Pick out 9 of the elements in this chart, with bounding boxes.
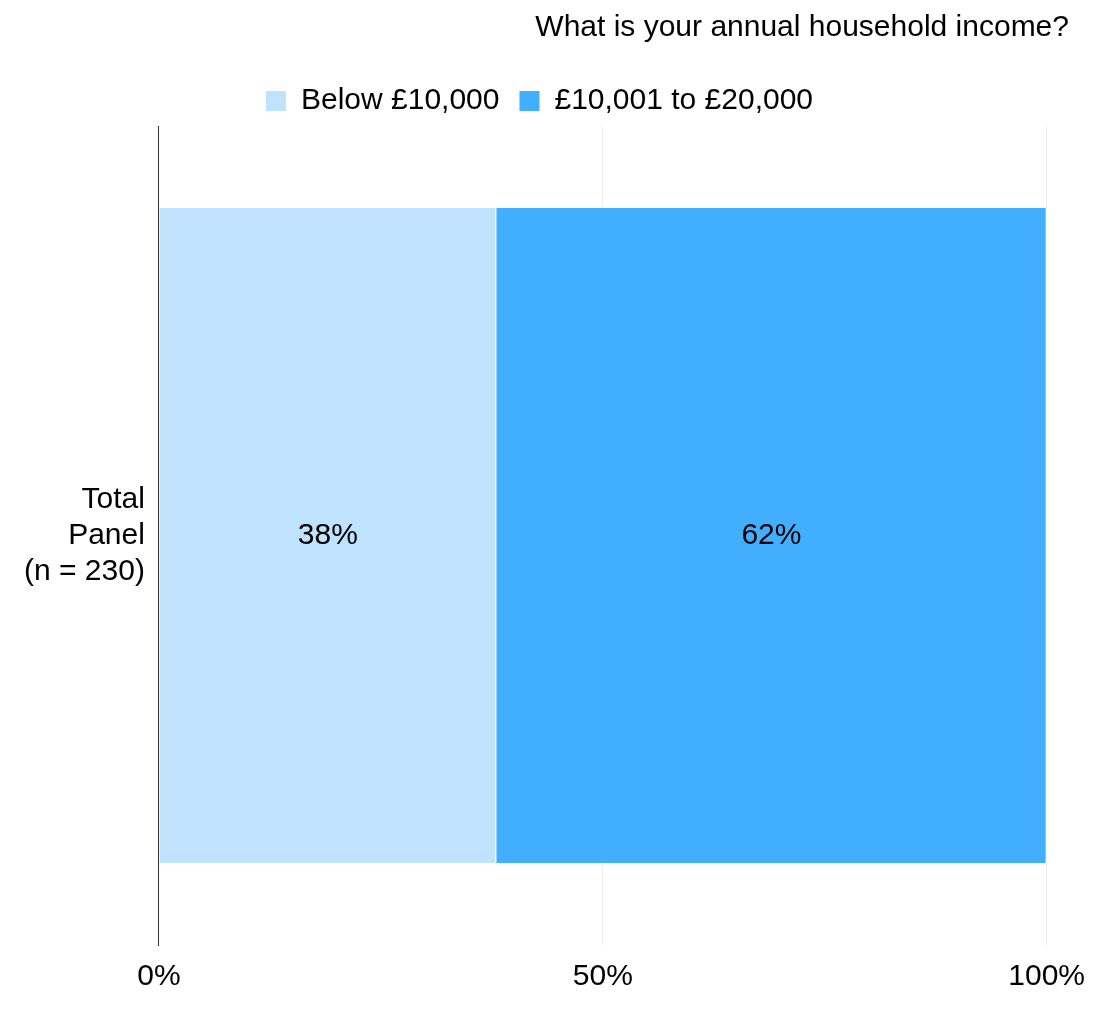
y-tick-label: Total Panel (n = 230) (23, 480, 145, 586)
legend-label: £10,001 to £20,000 (554, 82, 814, 116)
data-label: 38% (297, 516, 358, 550)
chart-title: What is your annual household income? (535, 9, 1069, 43)
x-tick-label: 100% (1008, 958, 1085, 992)
x-tick-label: 50% (572, 958, 633, 992)
legend-label: Below £10,000 (300, 82, 500, 116)
x-tick-label: 0% (137, 958, 181, 992)
data-label: 62% (741, 516, 802, 550)
